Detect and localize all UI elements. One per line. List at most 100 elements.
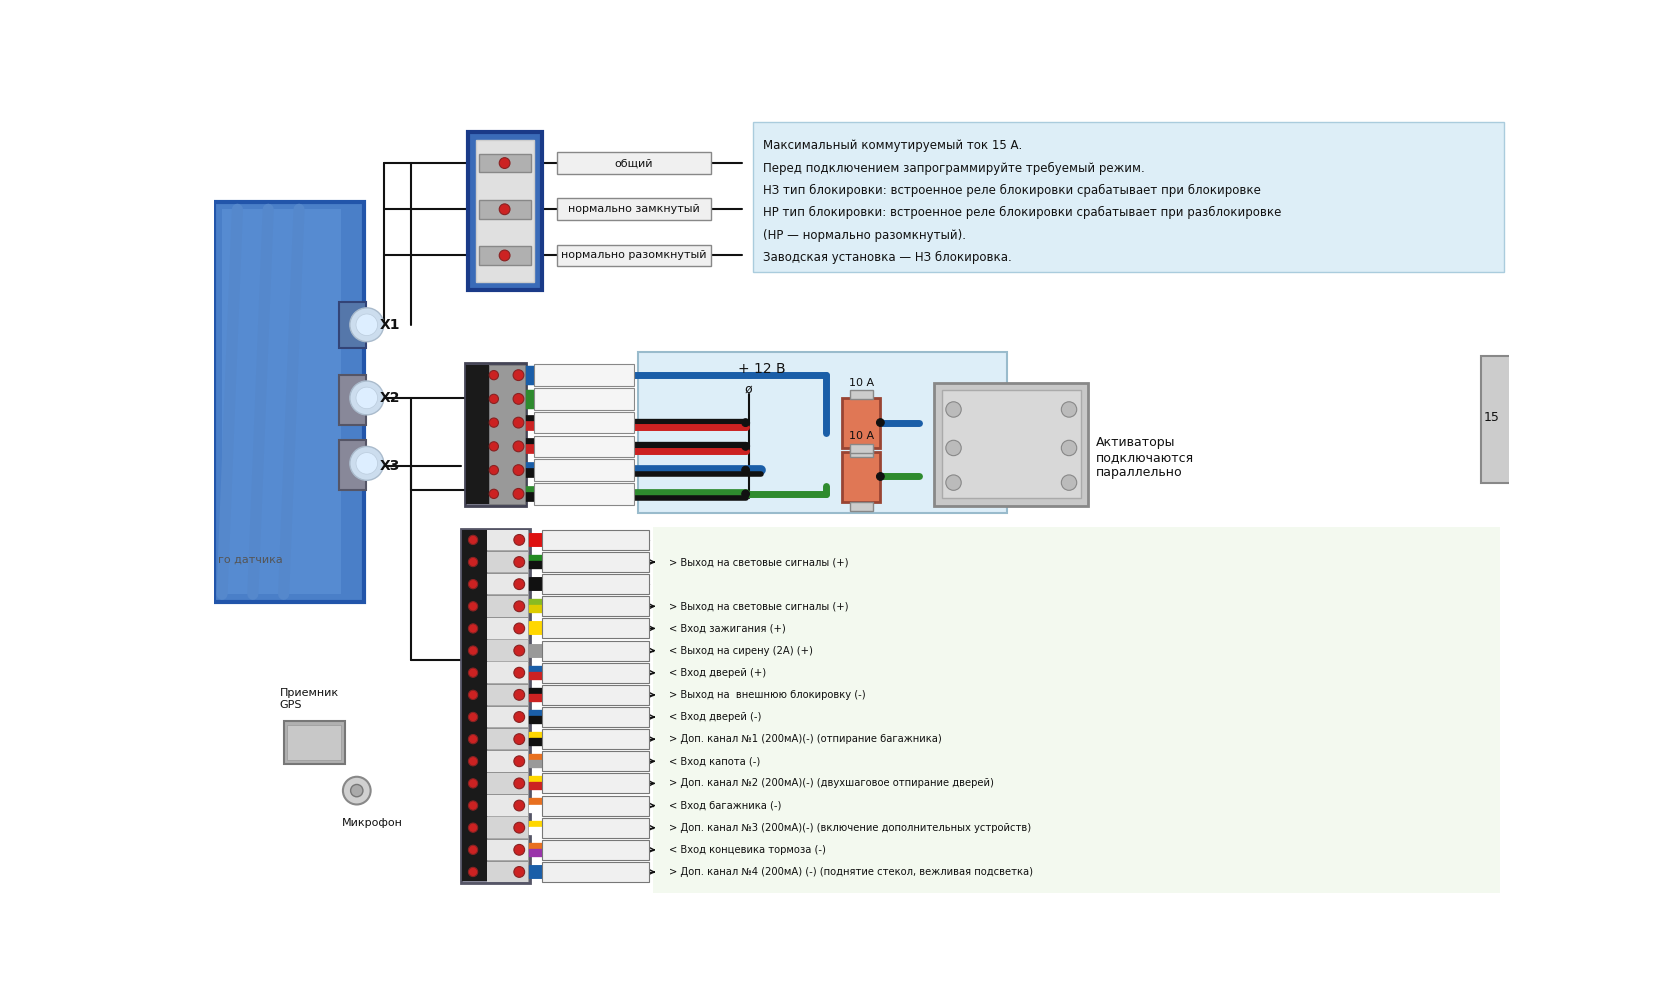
Bar [487, 773, 528, 794]
Bar [487, 818, 528, 838]
Circle shape [514, 578, 524, 590]
Bar [848, 444, 872, 454]
Circle shape [499, 158, 509, 168]
Bar [339, 375, 366, 425]
Circle shape [351, 785, 363, 797]
Text: (НР — нормально разомкнутый).: (НР — нормально разомкнутый). [763, 228, 964, 241]
Circle shape [489, 442, 499, 451]
Text: красный: красный [571, 535, 618, 545]
Circle shape [489, 394, 499, 403]
Bar [487, 706, 528, 727]
Circle shape [514, 756, 524, 767]
Circle shape [514, 601, 524, 612]
Bar [541, 729, 648, 749]
Circle shape [489, 370, 499, 379]
Circle shape [469, 624, 477, 633]
Bar [462, 530, 487, 881]
Bar [487, 862, 528, 882]
Circle shape [514, 556, 524, 567]
Bar [654, 527, 1499, 893]
Bar [213, 201, 365, 602]
Bar [479, 246, 531, 265]
Circle shape [1060, 401, 1077, 417]
Text: го датчика: го датчика [218, 554, 282, 564]
Circle shape [514, 822, 524, 833]
Circle shape [469, 779, 477, 788]
Circle shape [946, 441, 961, 456]
Circle shape [499, 204, 509, 214]
Text: Микрофон: Микрофон [341, 818, 402, 828]
Text: Заводская установка — НЗ блокировка.: Заводская установка — НЗ блокировка. [763, 250, 1011, 264]
Bar [556, 198, 711, 220]
Text: сине-красный: сине-красный [556, 668, 633, 678]
Circle shape [512, 465, 524, 476]
Text: черный: черный [575, 579, 615, 590]
Text: X3: X3 [380, 459, 400, 473]
Text: зелено-желтый: зелено-желтый [553, 602, 638, 612]
Text: желто-черный: желто-черный [556, 734, 635, 744]
Text: > Доп. канал №3 (200мА)(-) (включение дополнительных устройств): > Доп. канал №3 (200мА)(-) (включение до… [669, 823, 1030, 833]
Circle shape [741, 490, 749, 498]
Circle shape [469, 535, 477, 544]
Circle shape [489, 466, 499, 475]
Text: > Выход на световые сигналы (+): > Выход на световые сигналы (+) [669, 602, 848, 612]
Bar [534, 460, 633, 481]
Bar [464, 363, 526, 506]
Text: < Вход капота (-): < Вход капота (-) [669, 757, 759, 767]
Circle shape [469, 757, 477, 766]
Text: синий: синий [578, 867, 612, 877]
Text: синий: синий [566, 370, 601, 380]
Text: Максимальный коммутируемый ток 15 А.: Максимальный коммутируемый ток 15 А. [763, 139, 1021, 152]
Bar [222, 209, 341, 595]
Circle shape [514, 800, 524, 811]
Text: зелено-черный: зелено-черный [539, 489, 628, 499]
Bar [541, 530, 648, 550]
Text: > Доп. канал №2 (200мА)(-) (двухшаговое отпирание дверей): > Доп. канал №2 (200мА)(-) (двухшаговое … [669, 779, 993, 789]
Circle shape [469, 823, 477, 832]
Text: черно-красный: черно-красный [539, 417, 628, 428]
Circle shape [512, 441, 524, 452]
Text: 10 А: 10 А [848, 432, 874, 442]
Bar [534, 411, 633, 434]
Circle shape [469, 734, 477, 743]
Bar [487, 596, 528, 617]
Circle shape [512, 370, 524, 380]
Bar [339, 302, 366, 348]
Text: черно-красный: черно-красный [553, 690, 637, 700]
Bar [487, 640, 528, 661]
Circle shape [741, 418, 749, 427]
Circle shape [946, 401, 961, 417]
Text: < Выход на сирену (2А) (+): < Выход на сирену (2А) (+) [669, 646, 811, 656]
Bar [637, 352, 1006, 513]
Circle shape [512, 393, 524, 404]
Bar [469, 132, 541, 290]
Bar [541, 840, 648, 860]
Circle shape [514, 733, 524, 744]
Circle shape [946, 475, 961, 490]
Text: серый: серый [578, 646, 612, 656]
Text: оранжево-белый: оранжево-белый [549, 801, 642, 811]
Bar [534, 436, 633, 457]
Circle shape [349, 381, 383, 414]
Bar [842, 398, 880, 448]
Circle shape [356, 387, 378, 408]
Circle shape [469, 867, 477, 876]
Circle shape [514, 778, 524, 789]
Text: 15: 15 [1482, 410, 1499, 424]
Bar [848, 448, 872, 457]
Circle shape [469, 845, 477, 854]
Text: < Вход концевика тормоза (-): < Вход концевика тормоза (-) [669, 845, 825, 855]
Bar [541, 619, 648, 639]
Text: > Выход на световые сигналы (+): > Выход на световые сигналы (+) [669, 557, 848, 567]
Bar [479, 154, 531, 172]
Bar [842, 452, 880, 502]
Bar [541, 663, 648, 683]
Text: желтый: желтый [573, 624, 617, 634]
Circle shape [469, 579, 477, 589]
Text: черно-красный: черно-красный [539, 442, 628, 452]
Text: < Вход зажигания (+): < Вход зажигания (+) [669, 624, 785, 634]
Circle shape [1060, 475, 1077, 490]
Text: Активаторы
подключаются
параллельно: Активаторы подключаются параллельно [1095, 437, 1193, 480]
Circle shape [356, 453, 378, 474]
Bar [934, 382, 1087, 506]
